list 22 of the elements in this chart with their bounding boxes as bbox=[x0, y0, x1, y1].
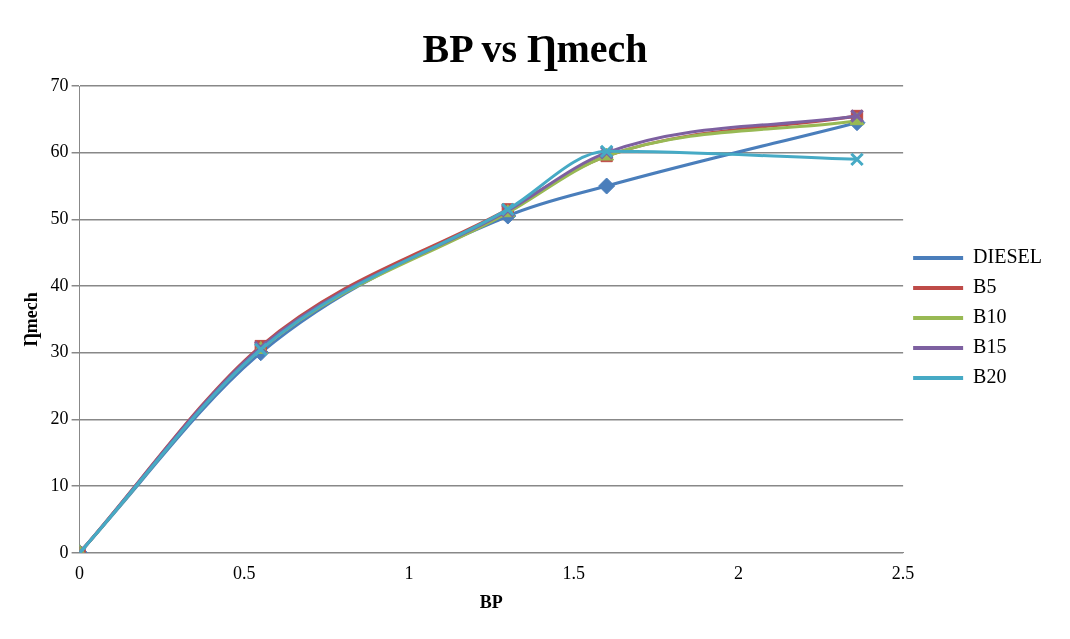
legend-label: B5 bbox=[973, 275, 997, 298]
x-tick-label: 1.5 bbox=[562, 563, 585, 584]
y-tick-label: 20 bbox=[50, 408, 69, 429]
y-tick-label: 50 bbox=[50, 208, 69, 229]
legend-label: B15 bbox=[973, 335, 1007, 358]
y-tick-label: 30 bbox=[50, 341, 69, 362]
x-tick-label: 2 bbox=[733, 563, 743, 584]
x-tick-label: 0.5 bbox=[233, 563, 256, 584]
x-axis-title: BP bbox=[479, 591, 503, 612]
y-tick-label: 40 bbox=[50, 274, 69, 295]
chart-title: BP vs Ƞmech bbox=[422, 26, 648, 72]
y-axis-title: Ƞmech bbox=[21, 292, 42, 347]
y-tick-label: 0 bbox=[59, 541, 69, 562]
legend-label: DIESEL bbox=[973, 245, 1043, 268]
y-tick-label: 10 bbox=[50, 474, 69, 495]
x-tick-label: 1 bbox=[404, 563, 414, 584]
y-tick-label: 60 bbox=[50, 141, 69, 162]
y-tick-label: 70 bbox=[50, 74, 69, 95]
x-tick-label: 0 bbox=[75, 563, 85, 584]
x-tick-label: 2.5 bbox=[891, 563, 915, 584]
legend-label: B10 bbox=[973, 305, 1007, 328]
legend-label: B20 bbox=[973, 365, 1007, 388]
